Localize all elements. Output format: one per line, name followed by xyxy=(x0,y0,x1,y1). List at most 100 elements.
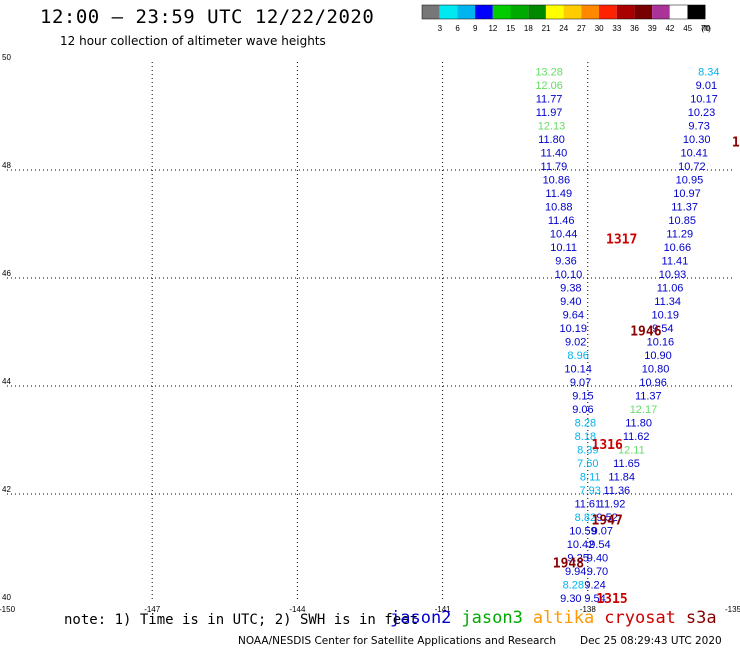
wave-height-point: 11.49 xyxy=(545,188,572,200)
credit-text: NOAA/NESDIS Center for Satellite Applica… xyxy=(238,635,556,647)
wave-height-point: 10.66 xyxy=(664,242,692,254)
wave-height-point: 11.29 xyxy=(666,229,693,241)
wave-height-point: 11.37 xyxy=(671,202,698,214)
wave-height-point: 9.38 xyxy=(560,283,581,295)
wave-height-point: 9.25 xyxy=(567,553,588,565)
wave-height-point: 11.80 xyxy=(625,418,652,430)
pass-time-label: 1945 xyxy=(732,136,740,151)
timestamp: Dec 25 08:29:43 UTC 2020 xyxy=(580,635,722,647)
x-tick-label: -144 xyxy=(289,605,306,614)
wave-height-point: 9.24 xyxy=(584,580,605,592)
pass-time-label: 1315 xyxy=(596,592,627,607)
wave-height-point: 11.40 xyxy=(541,148,568,160)
wave-height-point: 10.17 xyxy=(690,94,718,106)
wave-height-point: 9.40 xyxy=(587,553,608,565)
wave-height-point: 11.61 xyxy=(574,499,601,511)
wave-height-point: 10.88 xyxy=(545,202,573,214)
y-tick-label: 46 xyxy=(2,269,11,278)
wave-height-point: 10.41 xyxy=(681,148,709,160)
x-tick-label: -141 xyxy=(435,605,452,614)
wave-height-point: 11.92 xyxy=(599,499,626,511)
wave-height-point: 10.42 xyxy=(567,539,595,551)
wave-height-point: 11.80 xyxy=(538,134,565,146)
wave-height-point: 11.65 xyxy=(613,458,640,470)
y-tick-label: 50 xyxy=(2,53,11,62)
wave-height-point: 8.34 xyxy=(698,67,719,79)
wave-height-point: 11.36 xyxy=(603,485,630,497)
x-tick-label: -150 xyxy=(0,605,16,614)
pass-time-label: 1947 xyxy=(592,514,623,529)
wave-height-point: 12.13 xyxy=(538,121,566,133)
wave-height-point: 11.06 xyxy=(657,283,684,295)
wave-height-point: 10.19 xyxy=(560,323,588,335)
wave-height-point: 9.15 xyxy=(572,391,593,403)
wave-height-point: 9.07 xyxy=(592,526,613,538)
wave-height-point: 7.93 xyxy=(580,485,601,497)
wave-height-point: 12.06 xyxy=(535,80,563,92)
wave-height-point: 10.14 xyxy=(564,364,592,376)
wave-height-point: 9.06 xyxy=(572,404,593,416)
wave-height-point: 13.28 xyxy=(535,67,563,79)
wave-height-point: 10.19 xyxy=(651,310,679,322)
wave-height-point: 9.54 xyxy=(584,593,605,605)
wave-height-point: 8.39 xyxy=(577,445,598,457)
wave-height-point: 9.40 xyxy=(560,296,581,308)
satellite-legend-jason3: jason3 xyxy=(461,608,523,628)
wave-height-point: 12.17 xyxy=(630,404,658,416)
wave-height-point: 9.30 xyxy=(560,593,581,605)
wave-height-point: 7.60 xyxy=(577,458,598,470)
wave-height-point: 10.72 xyxy=(678,161,706,173)
wave-height-point: 9.01 xyxy=(696,80,717,92)
wave-height-point: 10.11 xyxy=(550,242,577,254)
wave-height-point: 9.94 xyxy=(565,566,586,578)
y-tick-label: 48 xyxy=(2,161,11,170)
wave-height-point: 11.37 xyxy=(635,391,662,403)
wave-height-point: 10.96 xyxy=(639,377,667,389)
wave-height-point: 10.30 xyxy=(683,134,711,146)
y-tick-label: 40 xyxy=(2,593,11,602)
pass-time-label: 1316 xyxy=(592,438,623,453)
wave-height-point: 9.73 xyxy=(688,121,709,133)
wave-height-point: 9.02 xyxy=(565,337,586,349)
wave-height-point: 11.41 xyxy=(662,256,689,268)
y-tick-label: 42 xyxy=(2,485,11,494)
wave-height-point: 8.28 xyxy=(575,418,596,430)
pass-time-label: 1317 xyxy=(606,233,637,248)
wave-height-point: 10.16 xyxy=(647,337,675,349)
wave-height-point: 10.90 xyxy=(644,350,672,362)
wave-height-point: 11.62 xyxy=(623,431,650,443)
page-title: 12:00 – 23:59 UTC 12/22/2020 xyxy=(40,6,375,28)
wave-height-point: 8.11 xyxy=(580,472,601,484)
x-tick-label: -135 xyxy=(725,605,740,614)
wave-height-point: 9.36 xyxy=(555,256,576,268)
wave-height-point: 12.11 xyxy=(618,445,645,457)
wave-height-point: 8.18 xyxy=(575,431,596,443)
satellite-legend-jason2: jason2 xyxy=(390,608,452,628)
wave-height-point: 10.23 xyxy=(688,107,716,119)
wave-height-point: 9.70 xyxy=(587,566,608,578)
pass-time-label: 1948 xyxy=(553,557,584,572)
wave-height-point: 8.82 xyxy=(575,512,596,524)
wave-height-point: 9.64 xyxy=(563,310,584,322)
wave-height-point: 9.07 xyxy=(570,377,591,389)
wave-height-point: 10.93 xyxy=(659,269,687,281)
wave-height-point: 11.46 xyxy=(548,215,575,227)
wave-height-point: 11.97 xyxy=(536,107,563,119)
satellite-legend: jason2 jason3 altika cryosat s3a xyxy=(390,608,727,628)
y-tick-label: 44 xyxy=(2,377,11,386)
wave-height-point: 11.77 xyxy=(536,94,563,106)
wave-height-point: 11.79 xyxy=(541,161,568,173)
wave-height-point: 11.84 xyxy=(608,472,635,484)
wave-height-point: 8.96 xyxy=(567,350,588,362)
wave-height-point: 10.80 xyxy=(642,364,670,376)
wave-height-point: 9.52 xyxy=(596,512,617,524)
page-subtitle: 12 hour collection of altimeter wave hei… xyxy=(60,34,326,48)
wave-height-point: 11.34 xyxy=(654,296,681,308)
wave-height-point: 10.44 xyxy=(550,229,578,241)
wave-height-point: 10.95 xyxy=(676,175,704,187)
wave-height-point: 10.97 xyxy=(673,188,701,200)
x-tick-label: -147 xyxy=(144,605,161,614)
wave-height-point: 10.85 xyxy=(668,215,696,227)
pass-time-label: 1946 xyxy=(630,325,661,340)
